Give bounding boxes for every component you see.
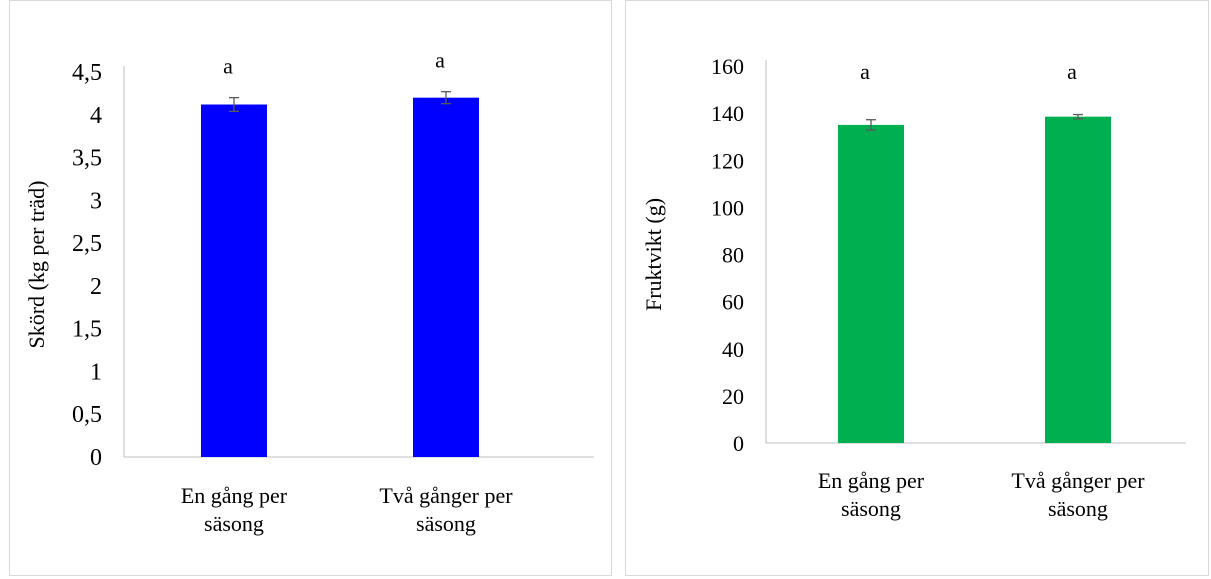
y-tick-label: 160 bbox=[711, 54, 744, 79]
y-tick-label: 3,5 bbox=[72, 146, 102, 172]
x-category-label: En gång per bbox=[181, 483, 288, 508]
y-tick-label: 4,5 bbox=[72, 60, 102, 86]
y-tick-label: 0,5 bbox=[72, 402, 102, 428]
y-tick-label: 120 bbox=[711, 148, 744, 173]
bar bbox=[838, 124, 904, 443]
y-tick-label: 3 bbox=[90, 188, 102, 214]
bar bbox=[201, 104, 267, 457]
significance-letter: a bbox=[435, 48, 445, 73]
y-tick-label: 100 bbox=[711, 195, 744, 220]
x-category-label: Två gånger per bbox=[379, 483, 513, 508]
x-category-label: En gång per bbox=[818, 468, 925, 493]
y-tick-label: 20 bbox=[722, 384, 744, 409]
significance-letter: a bbox=[860, 59, 870, 84]
y-tick-label: 0 bbox=[90, 445, 102, 471]
yield-bar-chart: 0 0,5 1 1,5 2 2,5 3 3,5 4 4,5 Skörd (kg per träd) a… bbox=[24, 48, 594, 536]
x-category-label: säsong bbox=[416, 511, 476, 536]
x-category-label: säsong bbox=[204, 511, 264, 536]
x-category-label: säsong bbox=[1048, 496, 1108, 521]
y-tick-label: 2 bbox=[90, 274, 102, 300]
significance-letter: a bbox=[1067, 59, 1077, 84]
y-tick-label: 60 bbox=[722, 290, 744, 315]
y-tick-label: 1,5 bbox=[72, 317, 102, 343]
x-category-label: Två gånger per bbox=[1011, 468, 1145, 493]
y-axis-label: Fruktvikt (g) bbox=[641, 198, 666, 311]
chart-panel-yield: 0 0,5 1 1,5 2 2,5 3 3,5 4 4,5 Skörd (kg per träd) a… bbox=[9, 0, 612, 576]
bar bbox=[413, 97, 479, 458]
fruit-weight-bar-chart: 0 20 40 60 80 100 120 140 160 Fruktvikt (g) a En gå… bbox=[641, 54, 1186, 521]
x-category-label: säsong bbox=[841, 496, 901, 521]
significance-letter: a bbox=[223, 54, 233, 79]
y-tick-label: 2,5 bbox=[72, 231, 102, 257]
y-tick-label: 140 bbox=[711, 101, 744, 126]
y-tick-label: 1 bbox=[90, 359, 102, 385]
y-tick-label: 0 bbox=[733, 431, 744, 456]
y-tick-label: 80 bbox=[722, 243, 744, 268]
y-tick-label: 4 bbox=[90, 103, 102, 129]
chart-panel-fruit-weight: 0 20 40 60 80 100 120 140 160 Fruktvikt (g) a En gå… bbox=[625, 0, 1209, 576]
y-axis-label: Skörd (kg per träd) bbox=[24, 180, 49, 348]
y-tick-label: 40 bbox=[722, 337, 744, 362]
bar bbox=[1045, 116, 1111, 444]
